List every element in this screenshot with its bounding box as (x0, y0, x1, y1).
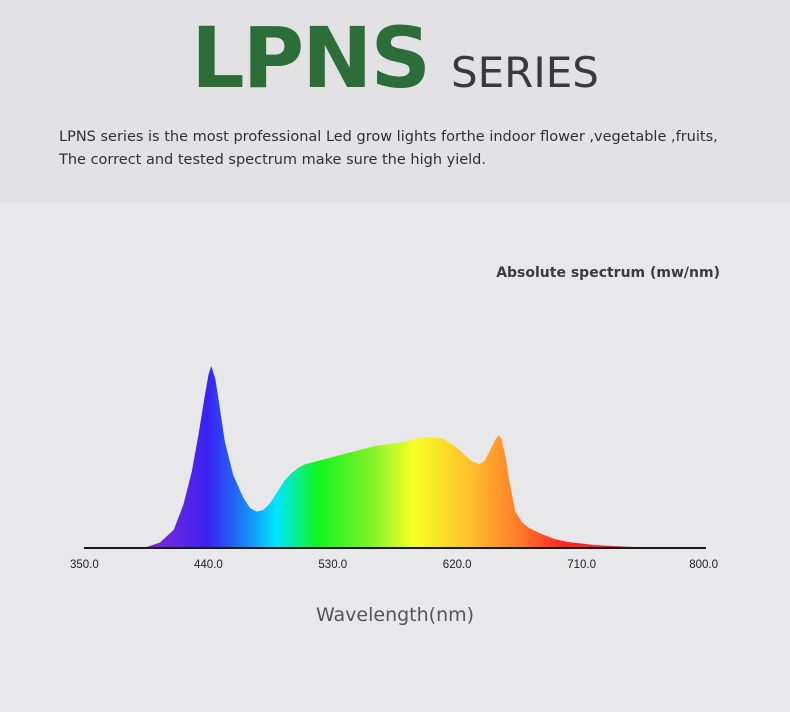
x-tick-label-440: 440.0 (194, 559, 223, 571)
description-line-2: The correct and tested spectrum make sur… (59, 152, 486, 168)
x-axis-label: Wavelength(nm) (315, 604, 475, 626)
series-description: LPNS series is the most professional Led… (59, 126, 759, 172)
header-band: LPNS SERIES LPNS series is the most prof… (0, 0, 790, 203)
description-line-1: LPNS series is the most professional Led… (59, 129, 718, 145)
x-tick-labels: 350.0 440.0 530.0 620.0 710.0 800.0 (70, 559, 718, 571)
title-series: SERIES (450, 48, 599, 97)
x-tick-label-800: 800.0 (689, 559, 718, 571)
title-lpns: LPNS (191, 9, 431, 107)
chart-title: Absolute spectrum (mw/nm) (496, 265, 720, 281)
x-tick-label-620: 620.0 (443, 559, 472, 571)
title-row: LPNS SERIES (0, 8, 790, 108)
x-tick-label-710: 710.0 (567, 559, 596, 571)
spectrum-series-area (84, 366, 706, 548)
x-tick-label-530: 530.0 (318, 559, 347, 571)
x-tick-label-350: 350.0 (70, 559, 99, 571)
